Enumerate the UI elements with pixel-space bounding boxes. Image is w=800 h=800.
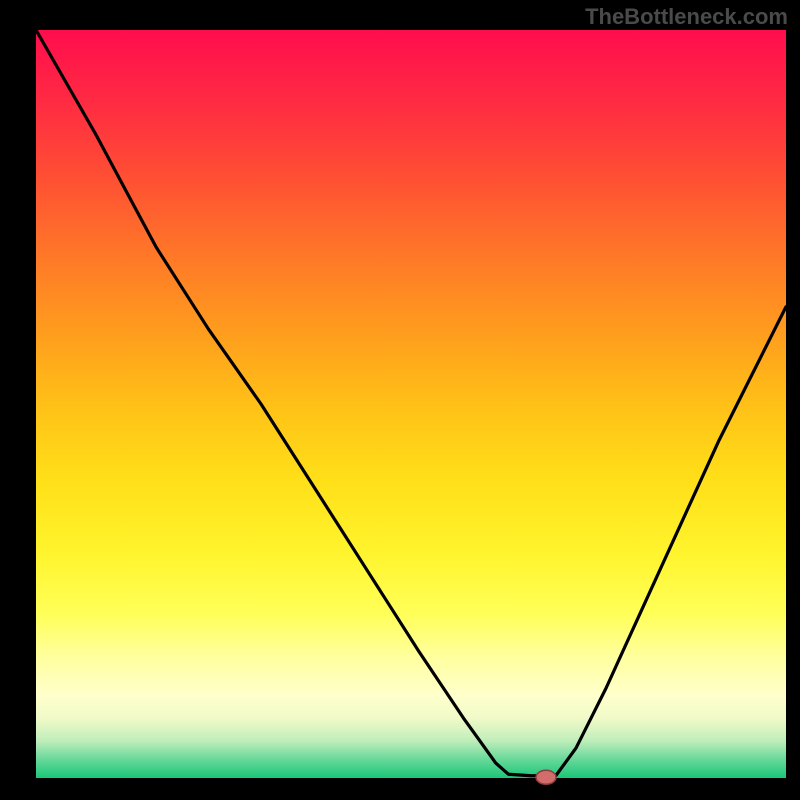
bottleneck-chart xyxy=(0,0,800,800)
gradient-background xyxy=(36,30,786,778)
watermark-text: TheBottleneck.com xyxy=(585,4,788,30)
chart-container: TheBottleneck.com xyxy=(0,0,800,800)
optimal-point-marker xyxy=(536,770,556,784)
